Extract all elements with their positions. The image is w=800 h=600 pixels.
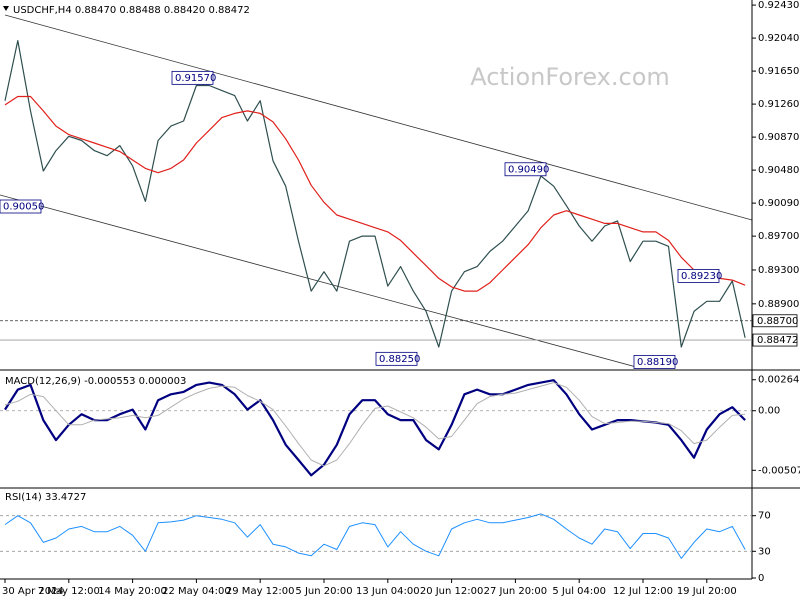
- y-tick-label: 0.00264: [758, 375, 799, 386]
- annotation-label: 0.88250: [379, 354, 420, 365]
- title-icon: [3, 6, 9, 11]
- level-box: [752, 314, 798, 328]
- y-tick-label: 0.92430: [758, 0, 799, 11]
- annotation-label: 0.91570: [175, 73, 216, 84]
- y-tick-label: 0.90090: [758, 198, 799, 209]
- y-tick-label: 0.88900: [758, 299, 799, 310]
- x-tick-label: 13 Jun 04:00: [356, 586, 420, 597]
- x-tick-label: 22 May 04:00: [162, 586, 231, 597]
- y-tick-label: 30: [758, 546, 771, 557]
- x-tick-label: 30 Apr 2024: [2, 586, 64, 597]
- y-tick-label: 0.89700: [758, 231, 799, 242]
- annotation-box: [375, 351, 418, 366]
- y-tick-label: 0.91260: [758, 99, 799, 110]
- annotation-label: 0.89230: [681, 271, 722, 282]
- y-tick-label: 0.91650: [758, 66, 799, 77]
- annotation-box: [171, 70, 214, 85]
- level-label: 0.88700: [757, 316, 798, 327]
- x-tick-label: 14 May 20:00: [98, 586, 167, 597]
- x-tick-label: 5 Jun 20:00: [295, 586, 352, 597]
- panel-title: MACD(12,26,9) -0.000553 0.000003: [5, 376, 186, 387]
- channel-lower: [0, 194, 641, 369]
- y-tick-label: 70: [758, 511, 771, 522]
- x-tick-label: 12 Jul 12:00: [613, 586, 673, 597]
- y-tick-label: 0.90870: [758, 132, 799, 143]
- x-tick-label: 27 Jun 20:00: [484, 586, 548, 597]
- series-line: [4, 382, 746, 467]
- series-line: [4, 513, 746, 559]
- series-line: [4, 40, 746, 348]
- y-tick-label: 0.89300: [758, 265, 799, 276]
- panel-title: RSI(14) 33.4727: [5, 492, 86, 503]
- series-line: [4, 95, 746, 292]
- annotation-label: 0.90490: [508, 164, 549, 175]
- annotation-box: [677, 269, 720, 283]
- x-tick-label: 19 Jul 20:00: [677, 586, 737, 597]
- series-line: [4, 379, 746, 477]
- annotation-label: 0.90050: [3, 202, 44, 213]
- annotation-box: [633, 355, 676, 369]
- x-tick-label: 7 May 12:00: [38, 586, 100, 597]
- y-tick-label: 0.92040: [758, 33, 799, 44]
- y-tick-label: 0.90480: [758, 165, 799, 176]
- channel-upper: [4, 14, 753, 221]
- x-tick-label: 20 Jun 12:00: [420, 586, 484, 597]
- level-box: [752, 333, 798, 347]
- chart-title: USDCHF,H4 0.88470 0.88488 0.88420 0.8847…: [13, 5, 250, 16]
- x-tick-label: 29 May 12:00: [226, 586, 295, 597]
- x-tick-label: 5 Jul 04:00: [552, 586, 606, 597]
- annotation-label: 0.88190: [637, 357, 678, 368]
- level-label: 0.88472: [757, 335, 798, 346]
- y-tick-label: 0: [758, 573, 764, 584]
- watermark: ActionForex.com: [470, 63, 670, 91]
- annotation-box: [504, 162, 547, 177]
- y-tick-label: 0.00: [758, 406, 780, 417]
- annotation-box: [0, 199, 42, 214]
